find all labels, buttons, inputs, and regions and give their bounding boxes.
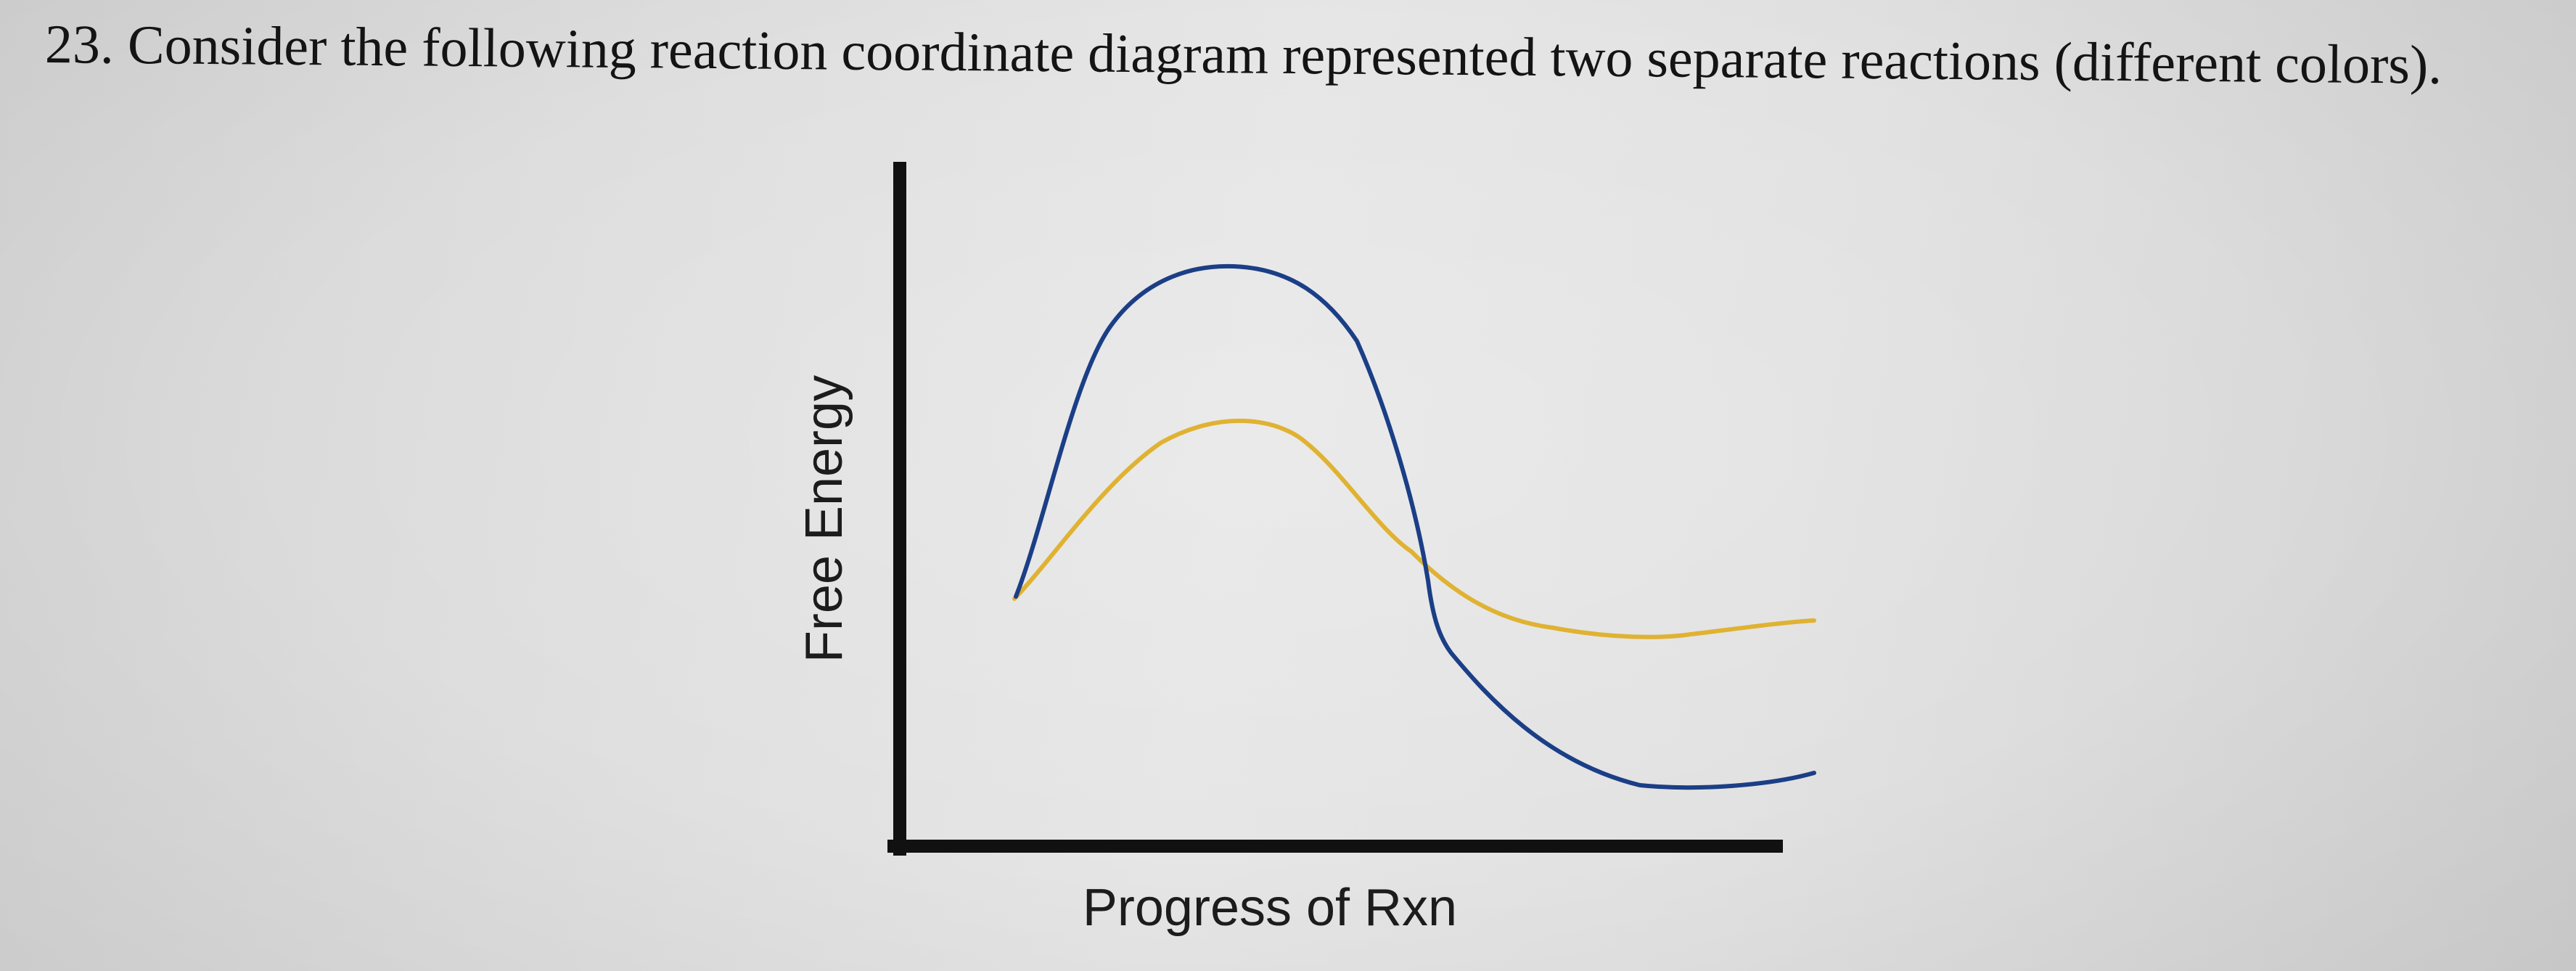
x-axis-title: Progress of Rxn <box>1083 879 1457 937</box>
y-axis-title: Free Energy <box>795 375 853 663</box>
yellow-reaction-curve <box>1012 419 1816 639</box>
blue-reaction-curve <box>1014 263 1816 790</box>
axes <box>887 162 1783 856</box>
